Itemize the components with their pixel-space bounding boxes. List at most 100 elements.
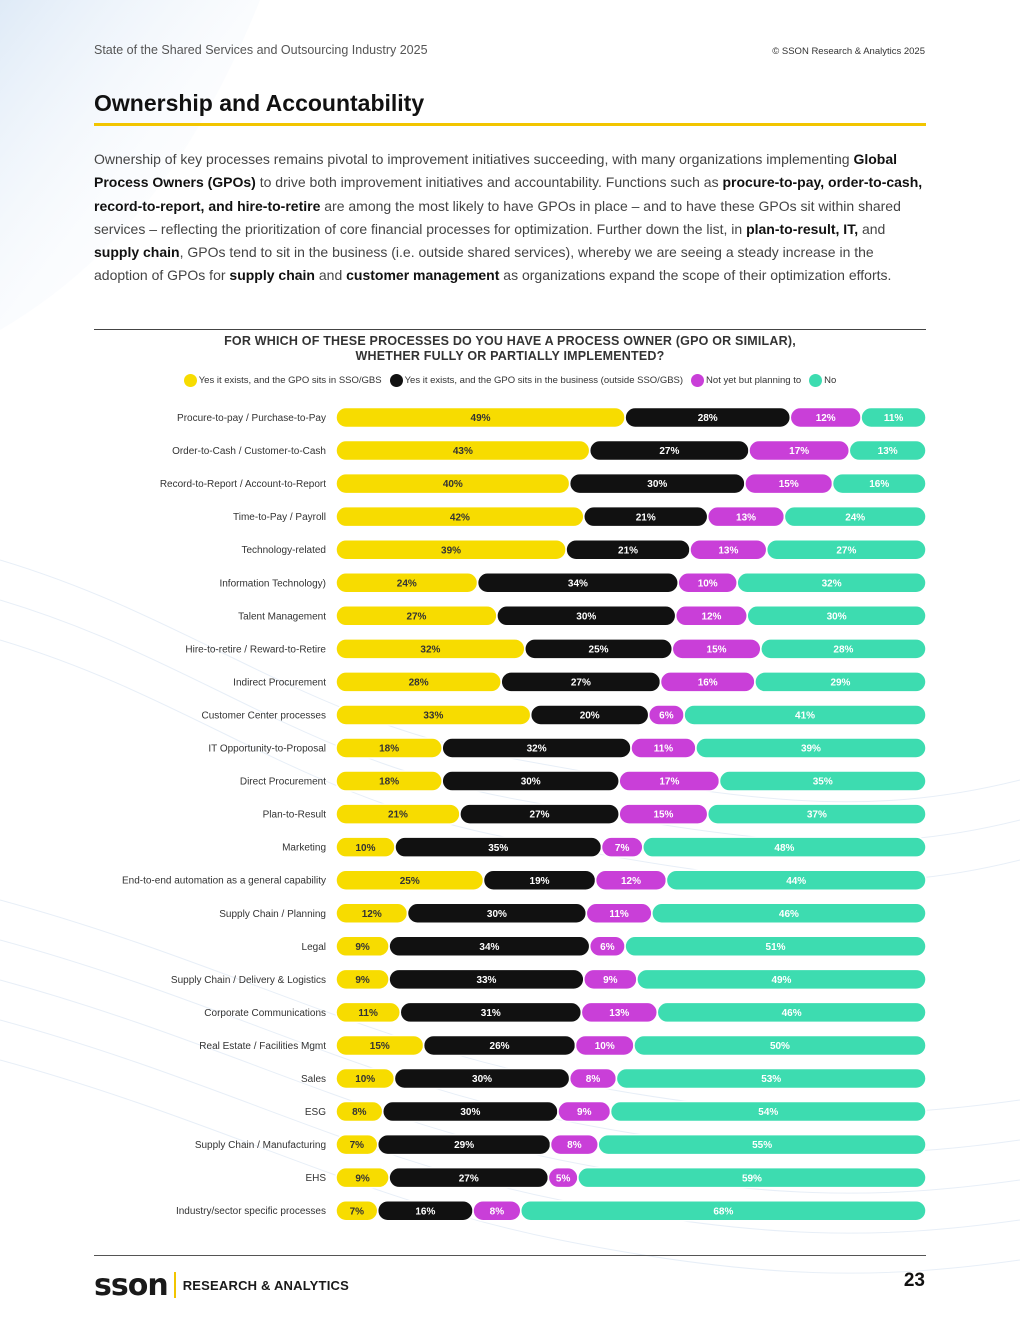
data-label: 30% bbox=[460, 1107, 480, 1118]
data-label: 26% bbox=[490, 1041, 510, 1052]
data-label: 39% bbox=[441, 545, 461, 556]
data-label: 30% bbox=[576, 611, 596, 622]
data-label: 32% bbox=[527, 744, 547, 755]
data-label: 29% bbox=[830, 678, 850, 689]
data-label: 30% bbox=[487, 909, 507, 920]
data-label: 15% bbox=[653, 810, 673, 821]
data-label: 68% bbox=[713, 1206, 733, 1217]
bar-segment bbox=[706, 803, 927, 825]
category-label: Supply Chain / Manufacturing bbox=[195, 1140, 326, 1151]
data-label: 21% bbox=[636, 512, 656, 523]
data-label: 24% bbox=[845, 512, 865, 523]
data-label: 28% bbox=[409, 678, 429, 689]
data-label: 30% bbox=[521, 777, 541, 788]
bar-segment bbox=[683, 704, 927, 726]
bar-segment bbox=[754, 671, 927, 693]
bar-segment bbox=[633, 1034, 927, 1057]
category-label: End-to-end automation as a general capab… bbox=[122, 876, 326, 887]
category-label: Information Technology) bbox=[219, 578, 326, 589]
legend-item-planning: Not yet but planning to bbox=[691, 374, 801, 387]
category-label: Industry/sector specific processes bbox=[176, 1206, 326, 1217]
category-label: ESG bbox=[305, 1107, 326, 1118]
data-label: 6% bbox=[659, 711, 674, 722]
data-label: 51% bbox=[766, 942, 786, 953]
bar-segment bbox=[519, 1199, 927, 1222]
bar-segment bbox=[831, 472, 927, 495]
category-label: Supply Chain / Planning bbox=[219, 909, 326, 920]
data-label: 27% bbox=[459, 1173, 479, 1184]
category-label: Legal bbox=[302, 942, 326, 953]
category-label: Marketing bbox=[282, 843, 326, 854]
data-label: 13% bbox=[736, 512, 756, 523]
bar-segment bbox=[656, 1001, 927, 1024]
bar-segment bbox=[624, 935, 927, 958]
logo-wordmark: sson bbox=[94, 1267, 169, 1303]
data-label: 39% bbox=[801, 744, 821, 755]
data-label: 11% bbox=[609, 909, 629, 920]
data-label: 21% bbox=[618, 545, 638, 556]
data-label: 27% bbox=[571, 678, 591, 689]
legend-swatch bbox=[183, 374, 197, 387]
data-label: 37% bbox=[807, 810, 827, 821]
bar-segment bbox=[642, 836, 927, 858]
category-label: Customer Center processes bbox=[202, 710, 327, 721]
data-label: 15% bbox=[370, 1041, 390, 1052]
data-label: 21% bbox=[388, 810, 408, 821]
data-label: 15% bbox=[779, 479, 799, 490]
stacked-bar-chart: Procure-to-pay / Purchase-to-Pay 49% 28% 12… bbox=[122, 406, 927, 1222]
category-label: Corporate Communications bbox=[204, 1008, 326, 1019]
data-label: 7% bbox=[350, 1206, 365, 1217]
bar-segment bbox=[848, 439, 927, 462]
category-label: Talent Management bbox=[238, 611, 326, 622]
legend-item-no: No bbox=[809, 374, 836, 387]
data-label: 8% bbox=[490, 1206, 505, 1217]
data-label: 44% bbox=[786, 876, 806, 887]
data-label: 49% bbox=[471, 413, 491, 424]
category-label: Time-to-Pay / Payroll bbox=[233, 512, 326, 523]
data-label: 32% bbox=[822, 578, 842, 589]
category-label: Record-to-Report / Account-to-Report bbox=[160, 479, 326, 490]
data-label: 27% bbox=[659, 446, 679, 457]
report-title: State of the Shared Services and Outsour… bbox=[94, 43, 428, 57]
bar-segment bbox=[860, 406, 927, 429]
data-label: 30% bbox=[827, 611, 847, 622]
data-label: 55% bbox=[752, 1140, 772, 1151]
category-label: IT Opportunity-to-Proposal bbox=[208, 744, 326, 755]
data-label: 16% bbox=[869, 479, 889, 490]
data-label: 25% bbox=[400, 876, 420, 887]
data-label: 41% bbox=[795, 711, 815, 722]
data-label: 34% bbox=[568, 578, 588, 589]
data-label: 15% bbox=[707, 644, 727, 655]
data-label: 28% bbox=[833, 644, 853, 655]
data-label: 29% bbox=[454, 1140, 474, 1151]
data-label: 11% bbox=[884, 413, 904, 424]
data-label: 43% bbox=[453, 446, 473, 457]
bar-segment bbox=[651, 902, 927, 924]
category-label: Sales bbox=[301, 1074, 326, 1085]
data-label: 11% bbox=[358, 1008, 378, 1019]
category-label: Technology-related bbox=[242, 545, 327, 556]
bar-segment bbox=[736, 572, 927, 594]
sson-logo: sson RESEARCH & ANALYTICS bbox=[94, 1267, 349, 1303]
data-label: 9% bbox=[355, 975, 370, 986]
data-label: 34% bbox=[479, 942, 499, 953]
data-label: 5% bbox=[556, 1173, 571, 1184]
data-label: 10% bbox=[595, 1041, 615, 1052]
data-label: 17% bbox=[789, 446, 809, 457]
data-label: 42% bbox=[450, 512, 470, 523]
data-label: 12% bbox=[701, 611, 721, 622]
data-label: 9% bbox=[603, 975, 618, 986]
data-label: 27% bbox=[530, 810, 550, 821]
data-label: 40% bbox=[443, 479, 463, 490]
category-label: Direct Procurement bbox=[240, 777, 326, 788]
bar-segment bbox=[609, 1100, 927, 1123]
bar-segment bbox=[577, 1166, 927, 1189]
data-label: 7% bbox=[350, 1140, 365, 1151]
bar-segment bbox=[746, 605, 927, 627]
data-label: 53% bbox=[761, 1074, 781, 1085]
legend-swatch bbox=[691, 374, 705, 387]
data-label: 10% bbox=[698, 578, 718, 589]
chart-separator bbox=[94, 329, 926, 330]
category-label: Indirect Procurement bbox=[233, 677, 326, 688]
data-label: 18% bbox=[379, 777, 399, 788]
